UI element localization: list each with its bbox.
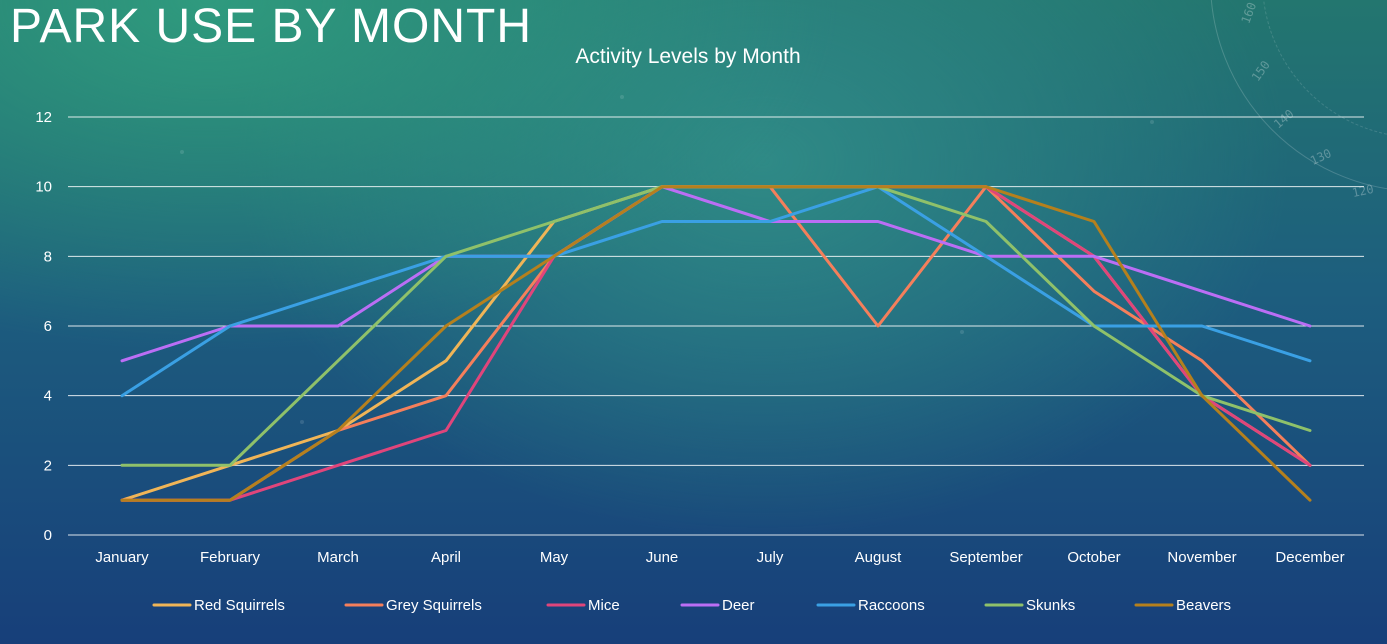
legend-label: Grey Squirrels bbox=[386, 597, 482, 614]
x-tick-label: April bbox=[431, 549, 461, 566]
x-axis-ticks: January February March April May June July Augu… bbox=[95, 549, 1344, 566]
x-tick-label: November bbox=[1167, 549, 1236, 566]
x-tick-label: March bbox=[317, 549, 359, 566]
legend-label: Mice bbox=[588, 597, 620, 614]
x-tick-label: July bbox=[757, 549, 784, 566]
decorative-star bbox=[620, 95, 624, 99]
x-tick-label: February bbox=[200, 549, 261, 566]
chart-legend: Red Squirrels Grey Squirrels Mice Deer Racco… bbox=[152, 597, 1231, 614]
decorative-star bbox=[300, 420, 304, 424]
x-tick-label: May bbox=[540, 549, 569, 566]
decorative-star bbox=[180, 150, 184, 154]
decorative-star bbox=[960, 330, 964, 334]
y-tick-label: 4 bbox=[44, 388, 52, 405]
x-tick-label: June bbox=[646, 549, 679, 566]
decorative-star bbox=[1150, 120, 1154, 124]
series-line-raccoons bbox=[120, 185, 1312, 398]
y-tick-label: 0 bbox=[44, 527, 52, 544]
series-line-beavers bbox=[120, 185, 1312, 502]
legend-label: Beavers bbox=[1176, 597, 1231, 614]
legend-label: Raccoons bbox=[858, 597, 925, 614]
y-tick-label: 6 bbox=[44, 318, 52, 335]
x-tick-label: October bbox=[1067, 549, 1120, 566]
x-tick-label: December bbox=[1275, 549, 1344, 566]
slide-title: PARK USE BY MONTH bbox=[10, 0, 532, 53]
x-tick-label: August bbox=[855, 549, 903, 566]
chart-series bbox=[120, 185, 1312, 502]
legend-label: Skunks bbox=[1026, 597, 1075, 614]
series-line-deer bbox=[120, 185, 1312, 363]
y-tick-label: 2 bbox=[44, 457, 52, 474]
y-tick-label: 12 bbox=[35, 109, 52, 126]
legend-label: Red Squirrels bbox=[194, 597, 285, 614]
legend-label: Deer bbox=[722, 597, 755, 614]
chart-title: Activity Levels by Month bbox=[575, 45, 800, 68]
y-tick-label: 8 bbox=[44, 248, 52, 265]
y-tick-label: 10 bbox=[35, 179, 52, 196]
y-axis-ticks: 0 2 4 6 8 10 12 bbox=[35, 109, 52, 544]
x-tick-label: September bbox=[949, 549, 1022, 566]
x-tick-label: January bbox=[95, 549, 149, 566]
